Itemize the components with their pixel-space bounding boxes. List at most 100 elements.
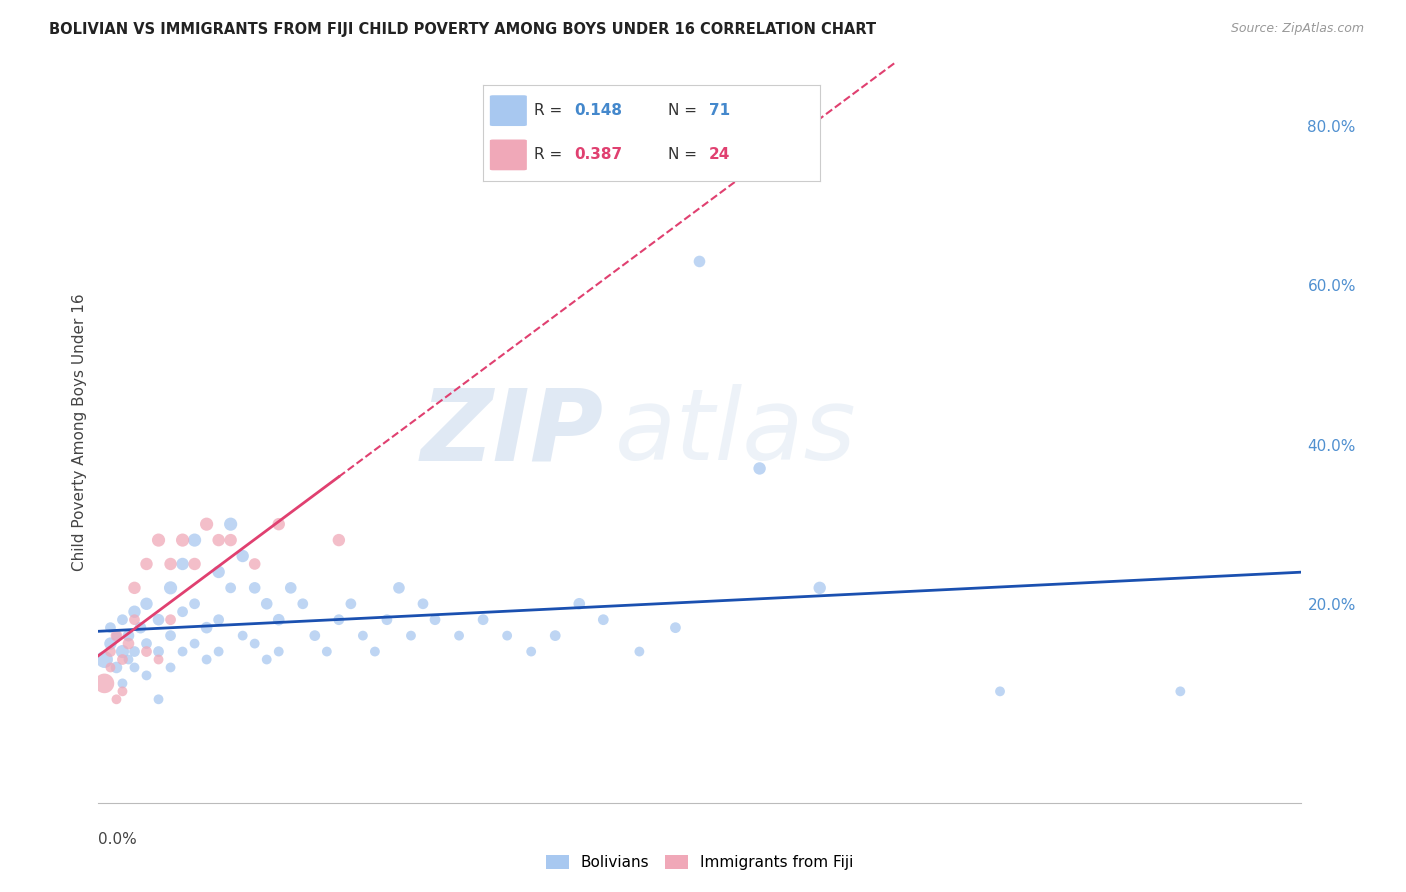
Point — [124, 644, 146, 658]
Point — [111, 644, 134, 658]
Point — [315, 644, 337, 658]
Text: Source: ZipAtlas.com: Source: ZipAtlas.com — [1230, 22, 1364, 36]
Text: 24: 24 — [709, 147, 730, 162]
Point — [412, 597, 434, 611]
Point — [328, 613, 350, 627]
Point — [148, 613, 170, 627]
Point — [243, 557, 266, 571]
Point — [111, 676, 134, 690]
Point — [472, 613, 495, 627]
Point — [195, 621, 218, 635]
Point — [159, 629, 181, 643]
Point — [135, 557, 157, 571]
Text: R =: R = — [534, 103, 567, 118]
Point — [195, 652, 218, 666]
Point — [183, 533, 205, 547]
Point — [100, 644, 122, 658]
Point — [208, 644, 231, 658]
Point — [105, 629, 128, 643]
Point — [172, 605, 194, 619]
Text: 0.148: 0.148 — [574, 103, 621, 118]
Point — [124, 613, 146, 627]
Point — [172, 644, 194, 658]
Point — [1170, 684, 1192, 698]
Point — [219, 581, 242, 595]
Point — [159, 660, 181, 674]
Point — [520, 644, 543, 658]
Point — [148, 533, 170, 547]
Point — [340, 597, 363, 611]
Point — [183, 637, 205, 651]
Point — [129, 621, 152, 635]
Point — [267, 517, 290, 532]
Point — [208, 565, 231, 579]
Point — [183, 597, 205, 611]
Point — [219, 517, 242, 532]
Y-axis label: Child Poverty Among Boys Under 16: Child Poverty Among Boys Under 16 — [72, 293, 87, 572]
Point — [159, 557, 181, 571]
Point — [399, 629, 422, 643]
Point — [135, 637, 157, 651]
Point — [447, 629, 470, 643]
Point — [304, 629, 326, 643]
Point — [291, 597, 314, 611]
Point — [124, 581, 146, 595]
Legend: Bolivians, Immigrants from Fiji: Bolivians, Immigrants from Fiji — [540, 849, 859, 877]
Point — [105, 692, 128, 706]
Point — [100, 637, 122, 651]
Point — [256, 597, 278, 611]
Point — [124, 605, 146, 619]
Point — [423, 613, 446, 627]
Point — [208, 613, 231, 627]
Point — [117, 637, 139, 651]
Point — [100, 621, 122, 635]
Point — [232, 549, 254, 563]
Point — [148, 652, 170, 666]
Text: N =: N = — [668, 103, 702, 118]
Point — [352, 629, 374, 643]
Point — [183, 557, 205, 571]
Point — [159, 581, 181, 595]
Text: 71: 71 — [709, 103, 730, 118]
Point — [256, 652, 278, 666]
Point — [111, 613, 134, 627]
Point — [135, 644, 157, 658]
Point — [808, 581, 831, 595]
Point — [195, 517, 218, 532]
Point — [208, 533, 231, 547]
FancyBboxPatch shape — [489, 95, 527, 126]
Point — [117, 629, 139, 643]
Point — [664, 621, 686, 635]
Point — [544, 629, 567, 643]
Point — [111, 652, 134, 666]
Point — [148, 644, 170, 658]
Point — [93, 676, 115, 690]
Text: atlas: atlas — [616, 384, 858, 481]
Text: BOLIVIAN VS IMMIGRANTS FROM FIJI CHILD POVERTY AMONG BOYS UNDER 16 CORRELATION C: BOLIVIAN VS IMMIGRANTS FROM FIJI CHILD P… — [49, 22, 876, 37]
Point — [105, 660, 128, 674]
Point — [243, 581, 266, 595]
Point — [135, 668, 157, 682]
Point — [172, 533, 194, 547]
Point — [219, 533, 242, 547]
Text: R =: R = — [534, 147, 567, 162]
Text: N =: N = — [668, 147, 702, 162]
Point — [568, 597, 591, 611]
Point — [111, 684, 134, 698]
Point — [375, 613, 398, 627]
Point — [496, 629, 519, 643]
Point — [267, 644, 290, 658]
Point — [105, 629, 128, 643]
Point — [280, 581, 302, 595]
Point — [232, 629, 254, 643]
Point — [117, 652, 139, 666]
Point — [148, 692, 170, 706]
Point — [124, 660, 146, 674]
Point — [328, 533, 350, 547]
Point — [592, 613, 614, 627]
Point — [93, 652, 115, 666]
Point — [748, 461, 770, 475]
Point — [988, 684, 1011, 698]
Text: 0.0%: 0.0% — [98, 832, 138, 847]
Point — [135, 597, 157, 611]
